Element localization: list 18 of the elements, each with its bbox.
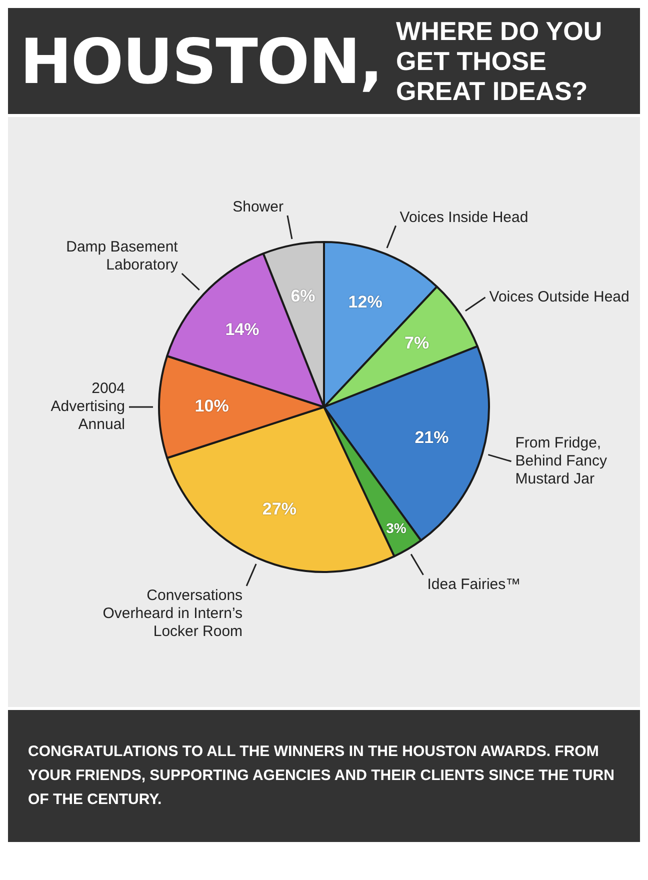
slice-label: 2004 Advertising Annual	[50, 380, 125, 434]
data-label: 10%	[194, 396, 229, 416]
data-label: 27%	[262, 500, 296, 519]
slice-label: Damp Basement Laboratory	[66, 238, 179, 274]
chart-title: HOUSTON,	[20, 24, 382, 98]
data-label: 12%	[348, 292, 382, 312]
slice-label: Voices Inside Head	[400, 208, 528, 226]
data-label: 3%	[386, 520, 407, 536]
data-label: 14%	[225, 320, 260, 339]
slice-label: Voices Outside Head	[489, 288, 630, 306]
data-label: 21%	[414, 428, 449, 447]
slice-label: Shower	[232, 198, 284, 216]
data-label: 7%	[404, 334, 430, 353]
slice-label: From Fridge, Behind Fancy Mustard Jar	[515, 434, 608, 488]
slice-label: Idea Fairies™	[427, 576, 521, 593]
slice-label: Conversations Overheard in Intern’s Locker Room	[102, 587, 243, 640]
text: CONGRATULATIONS TO ALL THE WINNERS IN THE HOUSTON AWARDS. FROM YOUR FRIENDS, SUPPORTING AGENCIES AND THEIR CLIENTS SINCE THE TURN OF THE CENTURY.	[8, 710, 640, 842]
chart-subtitle: WHERE DO YOU GET THOSE GREAT IDEAS?	[396, 16, 604, 106]
